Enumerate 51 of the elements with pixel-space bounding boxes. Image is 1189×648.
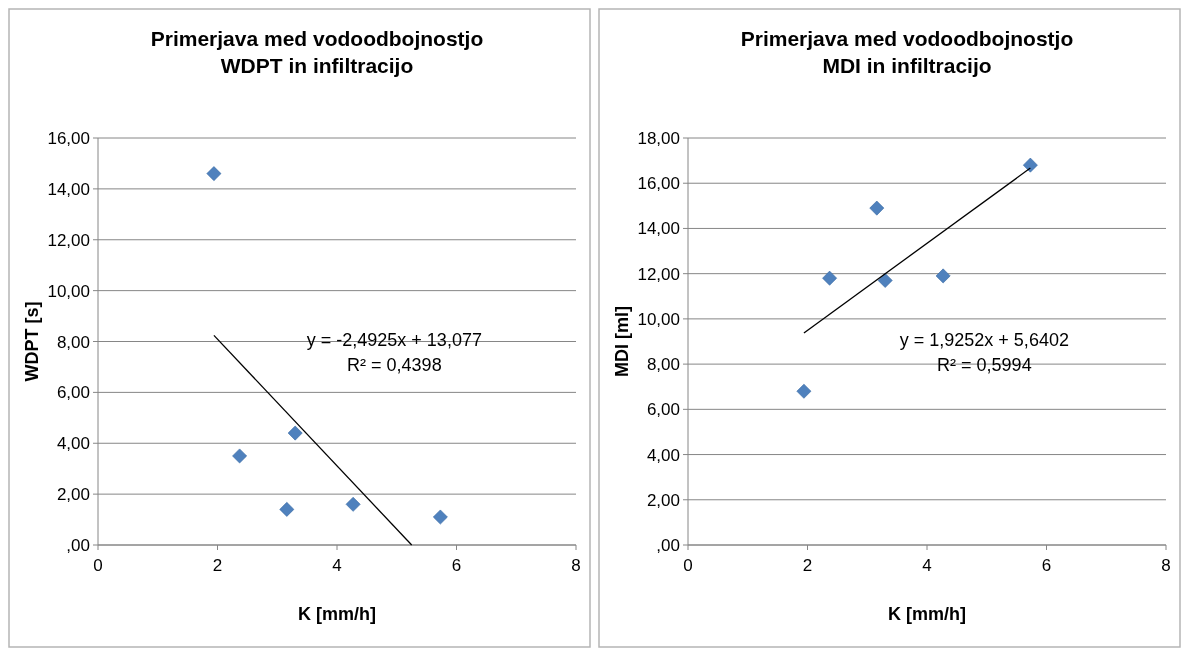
x-tick-label: 2: [212, 556, 223, 575]
chart-title: Primerjava med vodoodbojnostjo MDI in infiltracijo: [740, 27, 1074, 77]
point: [345, 496, 361, 512]
y-tick-label: 4,00: [646, 445, 680, 465]
point: [796, 383, 812, 399]
y-tick-label: ,00: [656, 536, 680, 555]
x-tick-label: 6: [451, 556, 462, 575]
y-tick-label: ,00: [66, 536, 90, 555]
y-tick-label: 8,00: [646, 355, 680, 375]
annotation: R² = 0,5994: [937, 354, 1032, 375]
x-tick-label: 6: [1041, 556, 1052, 575]
point: [232, 448, 247, 464]
y-tick-label: 6,00: [56, 383, 90, 403]
x-tick-label: 4: [922, 556, 932, 575]
x-axis-title: K [mm/h]: [298, 604, 376, 624]
point: [877, 273, 893, 288]
point: [287, 425, 303, 441]
y-tick-label: 16,00: [47, 129, 90, 148]
y-tick-label: 12,00: [637, 264, 680, 284]
y-axis-title: MDI [ml]: [612, 306, 632, 377]
y-tick-label: 14,00: [637, 219, 680, 239]
chart-title: Primerjava med vodoodbojnostjo WDPT in infiltracijo: [150, 27, 484, 77]
point: [206, 166, 222, 181]
point: [822, 270, 837, 286]
y-tick-label: 2,00: [646, 490, 680, 510]
x-axis-title: K [mm/h]: [888, 604, 966, 624]
y-tick-label: 2,00: [56, 485, 90, 505]
y-tick-label: 6,00: [646, 400, 680, 420]
y-tick-label: 10,00: [637, 309, 680, 329]
x-tick-label: 2: [802, 556, 813, 575]
point: [869, 200, 885, 216]
point: [935, 268, 951, 284]
y-tick-label: 14,00: [47, 179, 90, 199]
x-tick-label: 0: [683, 556, 693, 575]
annotation: y = -2,4925x + 13,077: [306, 329, 482, 350]
y-axis-title: WDPT [s]: [22, 301, 42, 382]
x-tick-label: 8: [1161, 556, 1171, 575]
y-tick-label: 18,00: [637, 129, 680, 148]
y-tick-label: 12,00: [47, 230, 90, 250]
point: [433, 509, 448, 525]
x-tick-label: 4: [332, 556, 342, 575]
x-tick-label: 0: [93, 556, 103, 575]
y-tick-label: 16,00: [637, 174, 680, 194]
annotation: y = 1,9252x + 5,6402: [899, 329, 1069, 350]
point: [1023, 157, 1038, 173]
point: [279, 502, 295, 517]
y-tick-label: 4,00: [56, 434, 90, 454]
annotation: R² = 0,4398: [347, 354, 442, 375]
y-tick-label: 8,00: [56, 332, 90, 352]
x-tick-label: 8: [571, 556, 581, 575]
y-tick-label: 10,00: [47, 281, 90, 301]
